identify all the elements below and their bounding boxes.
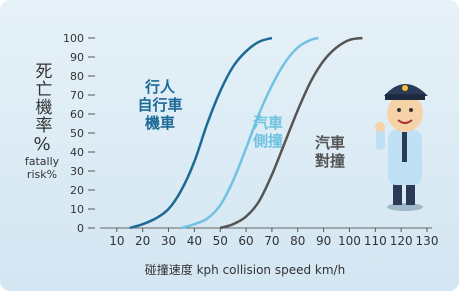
x-tick-label: 70 — [264, 234, 279, 248]
x-tick-label: 110 — [364, 234, 387, 248]
x-tick-label: 80 — [290, 234, 305, 248]
x-tick-label: 130 — [416, 234, 439, 248]
series-label: 行人 — [144, 78, 176, 96]
y-tick-label: 30 — [70, 165, 84, 178]
y-tick-label: 60 — [70, 108, 84, 121]
chart: 碰撞速度 kph collision speed km/h 0 10 20 30 40 5… — [0, 0, 459, 291]
y-tick-label: 90 — [70, 51, 84, 64]
y-tick-label: 20 — [70, 184, 84, 197]
series-label: 側撞 — [252, 132, 283, 150]
curve — [181, 38, 318, 228]
y-tick-label: 80 — [70, 70, 84, 83]
x-tick-label: 40 — [187, 234, 202, 248]
chart-card: 死亡機率 % fatally risk% 碰撞速度 kph collision … — [0, 0, 459, 291]
x-tick-label: 120 — [390, 234, 413, 248]
y-tick-label: 70 — [70, 89, 84, 102]
police-officer — [375, 84, 428, 211]
y-tick-label: 0 — [77, 222, 84, 235]
y-tick-label: 10 — [70, 203, 84, 216]
x-tick-label: 50 — [213, 234, 228, 248]
x-axis-label: 碰撞速度 kph collision speed km/h — [145, 262, 345, 277]
y-tick-label: 50 — [70, 127, 84, 140]
series-label: 對撞 — [315, 152, 345, 170]
series-label: 汽車 — [315, 134, 345, 152]
curve — [220, 38, 362, 228]
y-tick-label: 100 — [63, 32, 84, 45]
x-tick-label: 60 — [238, 234, 253, 248]
x-tick-label: 90 — [316, 234, 331, 248]
x-tick-label: 100 — [338, 234, 361, 248]
x-tick-label: 30 — [161, 234, 176, 248]
series-label: 自行車 — [137, 96, 182, 114]
y-tick-label: 40 — [70, 146, 84, 159]
x-tick-label: 10 — [109, 234, 124, 248]
series-label: 機車 — [145, 114, 175, 132]
series-label: 汽車 — [253, 114, 283, 132]
x-tick-label: 20 — [135, 234, 150, 248]
